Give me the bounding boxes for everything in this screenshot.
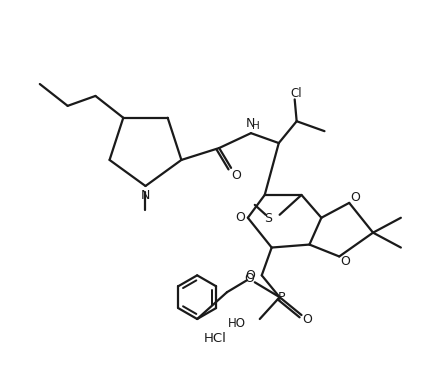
Text: H: H <box>252 121 260 131</box>
Text: S: S <box>264 212 272 225</box>
Text: O: O <box>303 313 312 326</box>
Text: O: O <box>340 255 350 268</box>
Text: P: P <box>278 291 285 304</box>
Text: N: N <box>141 189 150 203</box>
Text: O: O <box>350 191 360 204</box>
Text: O: O <box>231 169 241 182</box>
Text: O: O <box>235 211 245 224</box>
Text: HO: HO <box>228 317 246 330</box>
Text: O: O <box>245 269 255 282</box>
Text: O: O <box>244 272 254 285</box>
Text: HCl: HCl <box>204 332 226 345</box>
Text: N: N <box>245 117 255 130</box>
Text: Cl: Cl <box>291 87 303 100</box>
